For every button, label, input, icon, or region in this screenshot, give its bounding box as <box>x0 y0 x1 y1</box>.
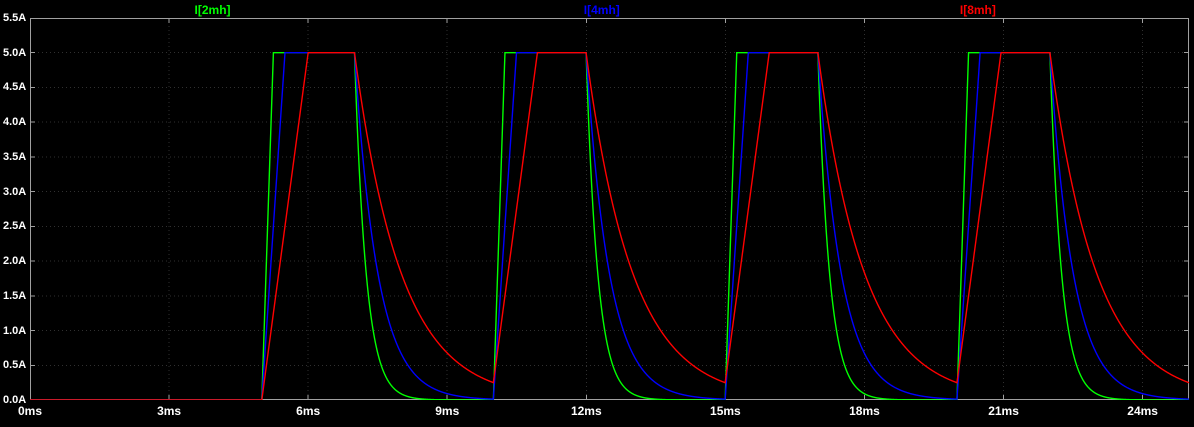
trace-I[8mh][interactable] <box>30 52 1189 400</box>
x-tick-label[interactable]: 0ms <box>17 404 43 418</box>
x-tick-label[interactable]: 18ms <box>849 404 880 418</box>
y-tick-label[interactable]: 0.0A <box>3 394 27 406</box>
y-tick-label[interactable]: 3.5A <box>3 150 27 163</box>
x-tick-label[interactable]: 9ms <box>435 404 460 418</box>
y-tick-label[interactable]: 5.5A <box>3 12 27 24</box>
legend: I[2mh] I[4mh] I[8mh] <box>0 0 1194 18</box>
y-tick-label[interactable]: 3.0A <box>3 185 27 198</box>
y-tick-label[interactable]: 0.5A <box>3 359 27 372</box>
x-tick-label[interactable]: 21ms <box>988 404 1019 418</box>
x-tick-label[interactable]: 3ms <box>157 404 182 418</box>
legend-item-i4mh[interactable]: I[4mh] <box>583 3 620 17</box>
x-tick-label[interactable]: 15ms <box>710 404 741 418</box>
y-tick-label[interactable]: 1.0A <box>3 324 27 337</box>
plot-frame <box>30 18 1189 400</box>
legend-item-i8mh[interactable]: I[8mh] <box>959 3 996 17</box>
trace-I[2mh][interactable] <box>30 52 1189 400</box>
y-tick-label[interactable]: 4.0A <box>3 116 27 129</box>
x-tick-label[interactable]: 24ms <box>1127 404 1158 418</box>
y-tick-label[interactable]: 1.5A <box>3 289 27 302</box>
x-tick-label[interactable]: 6ms <box>296 404 321 418</box>
x-tick-label[interactable]: 12ms <box>570 404 602 418</box>
y-tick-label[interactable]: 5.0A <box>3 46 27 59</box>
trace-I[4mh][interactable] <box>30 52 1189 400</box>
y-tick-label[interactable]: 2.0A <box>3 255 27 268</box>
y-tick-label[interactable]: 4.5A <box>3 81 27 94</box>
y-tick-label[interactable]: 2.5A <box>3 220 27 233</box>
legend-item-i2mh[interactable]: I[2mh] <box>194 3 231 17</box>
